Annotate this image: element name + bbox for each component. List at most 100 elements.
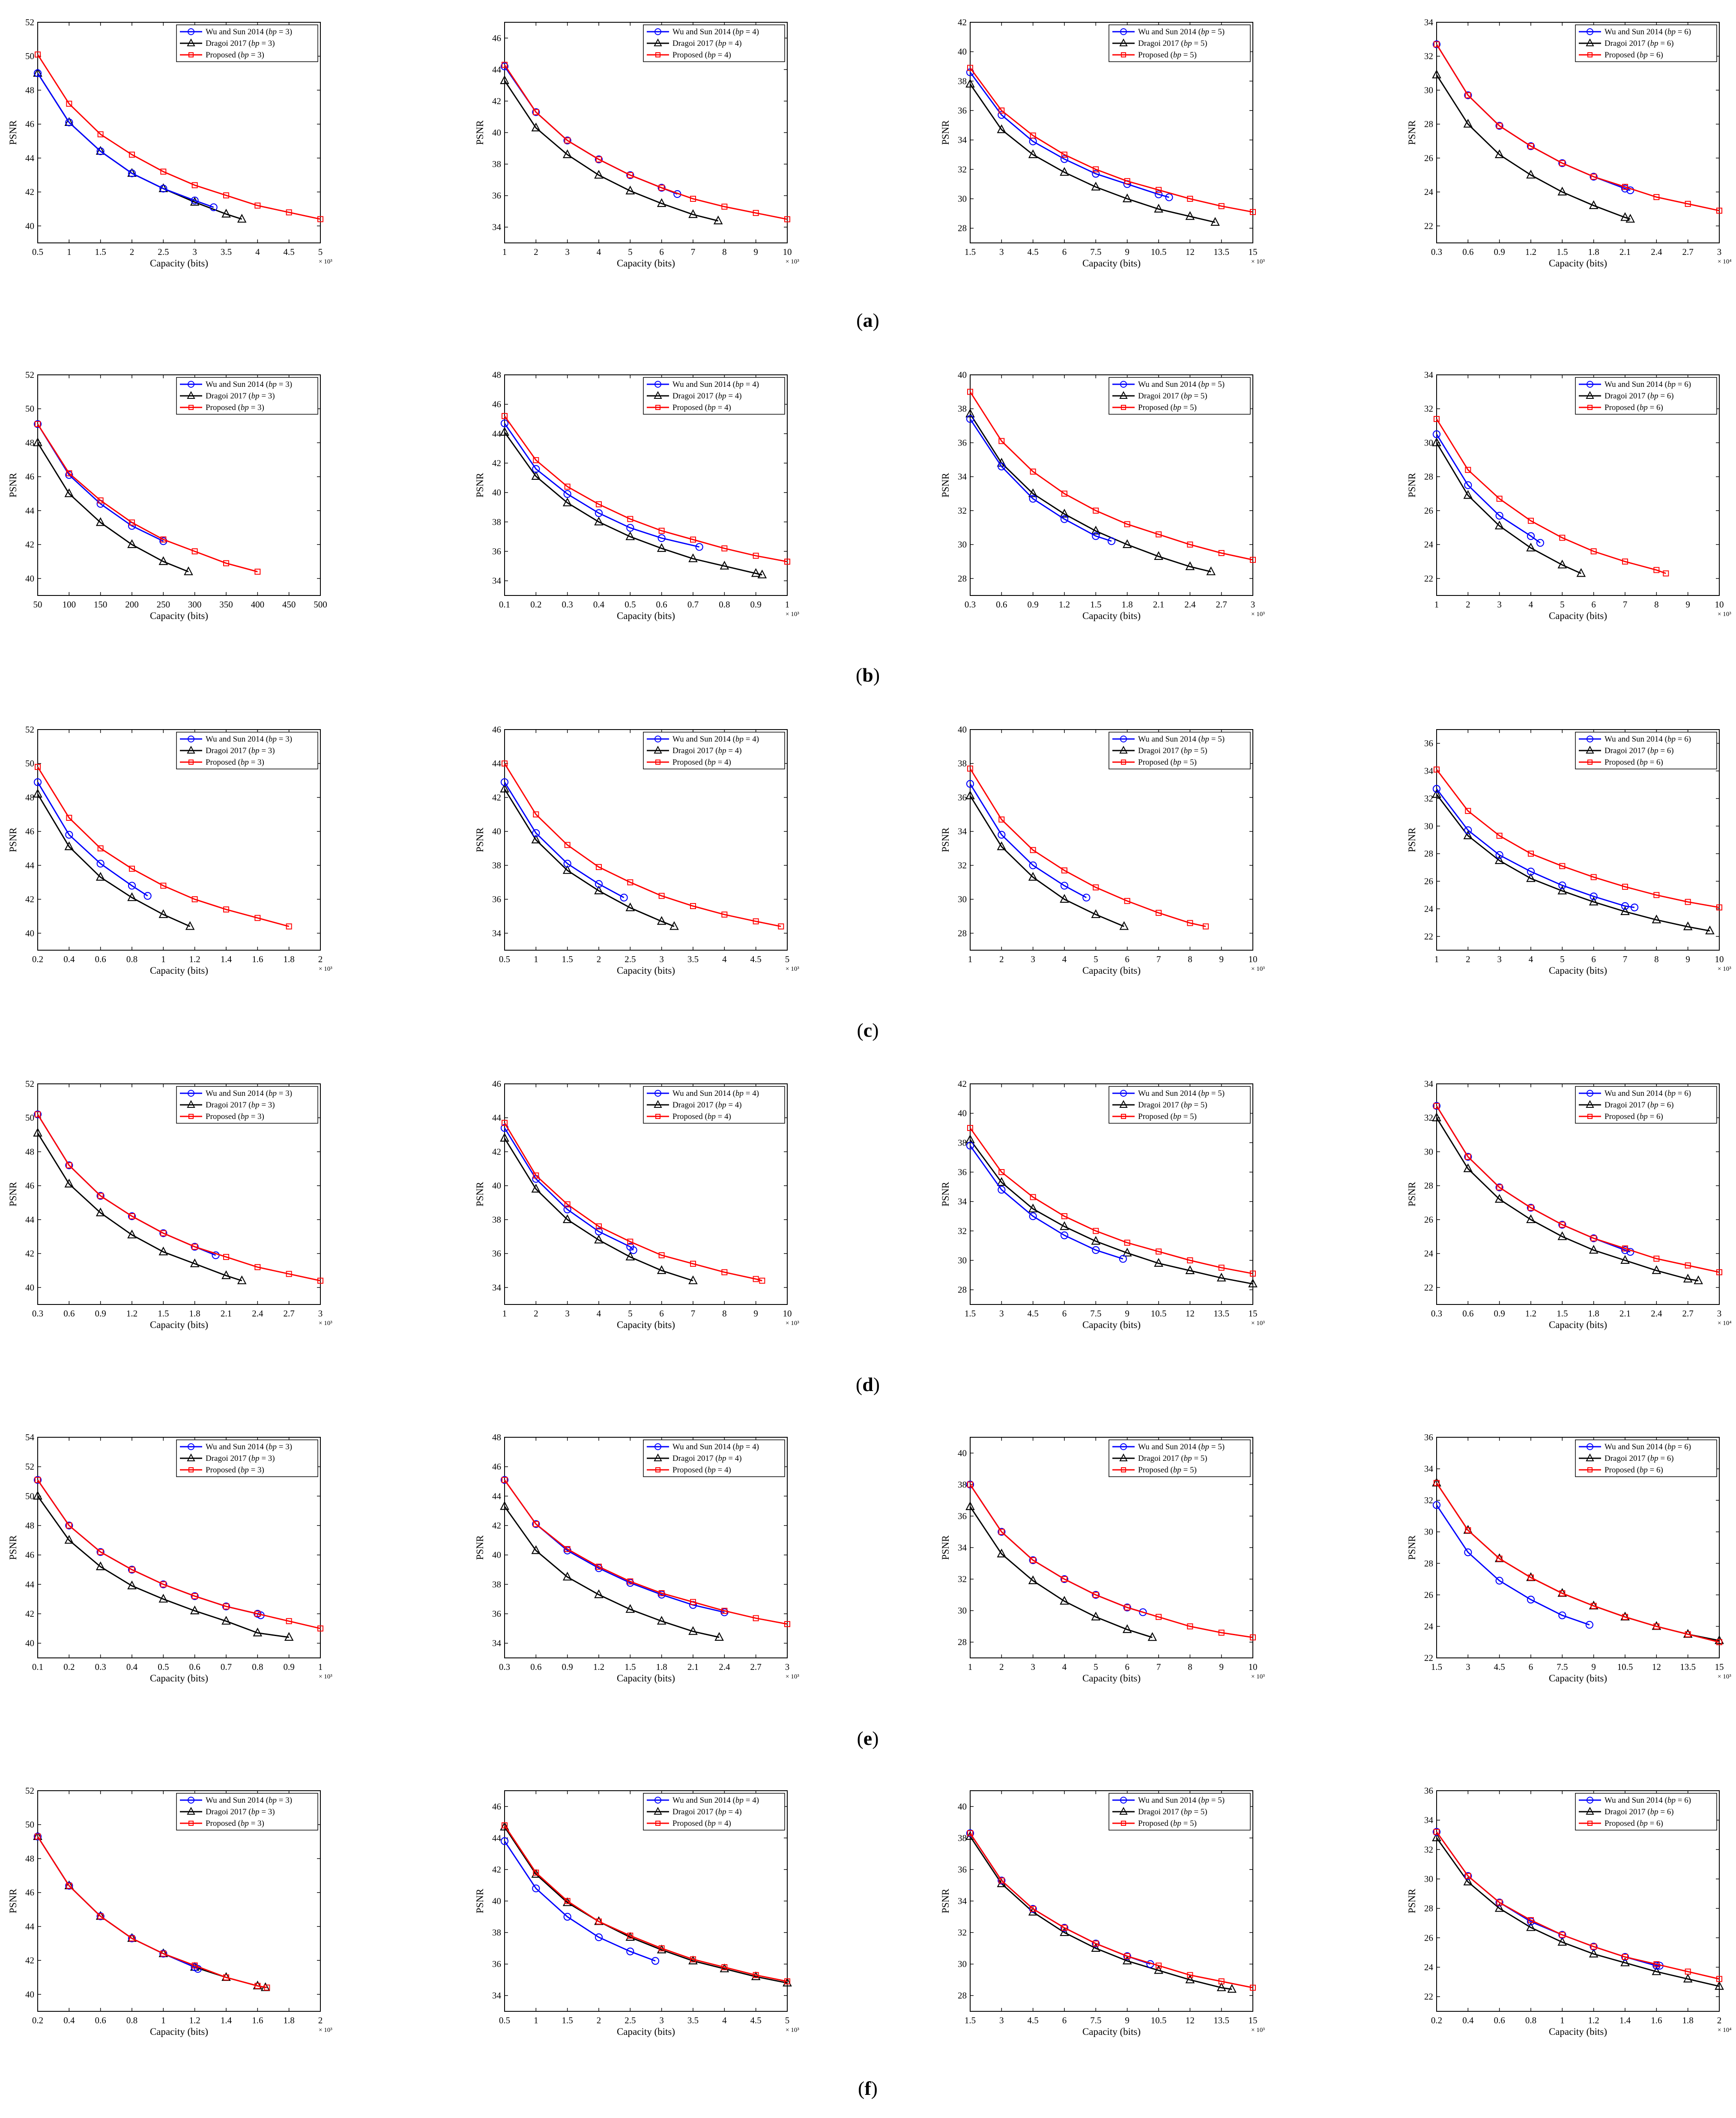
legend: Wu and Sun 2014 (bp = 4) Dragoi 2017 (bp … (643, 1793, 785, 1831)
y-tick-label: 34 (492, 1282, 502, 1292)
legend: Wu and Sun 2014 (bp = 6) Dragoi 2017 (bp … (1575, 1439, 1717, 1477)
data-point-dragoi (531, 1184, 541, 1193)
x-multiplier: × 10³ (786, 2027, 799, 2034)
x-tick-label: 3 (192, 247, 197, 257)
data-point-wu (1060, 155, 1069, 163)
data-point-proposed (627, 516, 633, 522)
legend-marker-dragoi (187, 1100, 195, 1108)
subplot-d-4: 0.3 0.6 0.9 1.2 1.5 1.8 2.1 2.4 2.7 3 22 24 26 28 30 32… (1407, 1079, 1731, 1330)
x-tick-label: 1 (968, 1662, 973, 1672)
data-point-dragoi (1526, 542, 1536, 552)
data-point-dragoi (1557, 1231, 1567, 1240)
data-point-proposed (254, 202, 261, 209)
data-point-proposed (690, 1260, 696, 1267)
y-tick-label: 38 (492, 1215, 501, 1225)
x-tick-label: 0.9 (1494, 247, 1505, 257)
x-tick-label: 0.4 (63, 954, 75, 964)
y-tick-label: 46 (492, 1801, 501, 1812)
x-tick-label: 0.4 (63, 2015, 75, 2025)
data-point-proposed (66, 1523, 72, 1529)
legend-marker-proposed (188, 1821, 194, 1826)
legend-marker-dragoi (187, 391, 195, 399)
x-tick-label: 1.2 (1059, 599, 1070, 610)
legend-marker-wu (188, 381, 194, 388)
legend-label-proposed: Proposed (bp = 5) (1138, 403, 1197, 412)
legend-marker-proposed (655, 1114, 660, 1119)
series-line-proposed (1436, 1831, 1720, 1980)
y-tick-label: 52 (25, 1462, 34, 1472)
legend-marker-proposed (188, 405, 194, 410)
data-point-dragoi (1557, 885, 1567, 894)
legend-marker-dragoi (187, 745, 195, 754)
y-tick-label: 42 (492, 1864, 501, 1875)
x-tick-label: 0.1 (32, 1662, 43, 1672)
series-line-wu (37, 72, 214, 208)
x-tick-label: 0.3 (1431, 1308, 1442, 1319)
legend-marker-wu (1120, 1797, 1127, 1804)
data-point-wu (1432, 1501, 1441, 1509)
legend-label-dragoi: Dragoi 2017 (bp = 5) (1138, 746, 1207, 755)
x-tick-label: 9 (753, 1308, 758, 1319)
subplot-d-1: 0.3 0.6 0.9 1.2 1.5 1.8 2.1 2.4 2.7 3 40 42 44 46 48 50… (8, 1079, 332, 1330)
y-tick-label: 32 (1424, 1844, 1433, 1855)
x-tick-label: 1.5 (1090, 599, 1101, 610)
x-tick-label: 1.5 (624, 1662, 636, 1672)
data-point-proposed (1061, 1576, 1067, 1583)
x-tick-label: 1.5 (965, 247, 976, 257)
data-point-proposed (1559, 1221, 1566, 1228)
x-axis-label: Capacity (bits) (1082, 1673, 1141, 1684)
data-point-dragoi (1227, 1984, 1237, 1993)
y-axis-label: PSNR (1407, 1888, 1417, 1913)
legend-label-wu: Wu and Sun 2014 (bp = 4) (672, 1796, 759, 1805)
y-tick-label: 38 (958, 758, 967, 769)
data-point-proposed (564, 1201, 571, 1208)
data-point-wu (1464, 481, 1472, 489)
legend-label-wu: Wu and Sun 2014 (bp = 4) (672, 735, 759, 744)
data-point-dragoi (1694, 1275, 1703, 1284)
y-tick-label: 30 (958, 1606, 967, 1616)
data-point-proposed (35, 51, 41, 58)
x-tick-label: 12 (1186, 2015, 1195, 2025)
data-point-wu (128, 169, 136, 177)
data-point-proposed (66, 101, 72, 107)
y-axis-label: PSNR (475, 1182, 485, 1206)
x-axis-label: Capacity (bits) (150, 258, 208, 269)
data-point-dragoi (1248, 1278, 1258, 1288)
x-tick-label: 4.5 (284, 247, 295, 257)
y-tick-label: 34 (958, 472, 967, 482)
data-point-dragoi (1557, 559, 1567, 568)
y-tick-label: 42 (958, 1079, 967, 1089)
legend-marker-dragoi (654, 1807, 662, 1815)
legend: Wu and Sun 2014 (bp = 4) Dragoi 2017 (bp … (643, 377, 785, 415)
data-point-proposed (721, 1269, 728, 1275)
legend-marker-wu (654, 381, 661, 388)
data-point-dragoi (500, 75, 509, 84)
data-point-wu (1652, 1962, 1661, 1970)
plot-frame (504, 729, 788, 951)
data-point-dragoi (1122, 1955, 1132, 1965)
x-tick-label: 0.2 (63, 1662, 75, 1672)
x-tick-label: 0.9 (750, 599, 762, 610)
y-tick-label: 34 (1424, 1464, 1434, 1474)
series-line-dragoi (504, 1138, 693, 1281)
x-tick-label: 2 (597, 954, 601, 964)
x-tick-label: 13.5 (1213, 2015, 1229, 2025)
legend-label-proposed: Proposed (bp = 5) (1138, 51, 1197, 60)
data-point-dragoi (1463, 830, 1473, 839)
y-tick-label: 36 (958, 1167, 967, 1177)
legend-label-proposed: Proposed (bp = 6) (1605, 1819, 1663, 1828)
series-line-proposed (504, 1825, 788, 1982)
y-tick-label: 22 (1424, 1282, 1433, 1292)
data-point-proposed (1622, 1614, 1628, 1620)
data-point-wu (1495, 1183, 1503, 1191)
data-point-dragoi (1432, 437, 1441, 446)
x-tick-label: 4 (597, 247, 601, 257)
y-tick-label: 26 (1424, 153, 1433, 163)
legend-marker-wu (188, 1090, 194, 1097)
data-point-wu (1495, 851, 1503, 859)
series-line-dragoi (1436, 1117, 1699, 1281)
y-axis-label: PSNR (940, 120, 951, 145)
data-point-proposed (1061, 1925, 1067, 1931)
data-point-proposed (160, 168, 167, 175)
data-point-proposed (129, 152, 135, 158)
